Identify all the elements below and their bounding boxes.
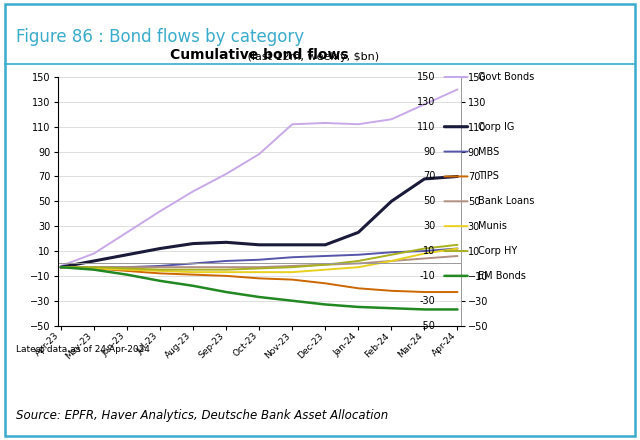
Text: EM Bonds: EM Bonds: [479, 271, 526, 281]
Text: 50: 50: [423, 196, 435, 206]
Text: 150: 150: [417, 72, 435, 82]
Text: 10: 10: [423, 246, 435, 256]
Text: Cumulative bond flows: Cumulative bond flows: [170, 48, 349, 62]
Text: 130: 130: [417, 97, 435, 107]
Text: -50: -50: [419, 321, 435, 330]
Text: Corp HY: Corp HY: [479, 246, 518, 256]
Text: Corp IG: Corp IG: [479, 122, 515, 132]
Text: 30: 30: [423, 221, 435, 231]
Text: MBS: MBS: [479, 147, 500, 157]
Text: 110: 110: [417, 122, 435, 132]
Text: Figure 86 : Bond flows by category: Figure 86 : Bond flows by category: [16, 29, 304, 46]
Text: TIPS: TIPS: [479, 172, 499, 181]
Text: Latest data as of 24-Apr-2024: Latest data as of 24-Apr-2024: [16, 345, 150, 354]
Text: 90: 90: [423, 147, 435, 157]
Text: 70: 70: [423, 172, 435, 181]
Text: -10: -10: [419, 271, 435, 281]
Text: -30: -30: [419, 296, 435, 306]
Text: Govt Bonds: Govt Bonds: [479, 72, 534, 82]
Text: (last 12m, weekly, $bn): (last 12m, weekly, $bn): [139, 52, 380, 62]
Text: Bank Loans: Bank Loans: [479, 196, 535, 206]
Text: Source: EPFR, Haver Analytics, Deutsche Bank Asset Allocation: Source: EPFR, Haver Analytics, Deutsche …: [16, 409, 388, 422]
Text: Munis: Munis: [479, 221, 508, 231]
